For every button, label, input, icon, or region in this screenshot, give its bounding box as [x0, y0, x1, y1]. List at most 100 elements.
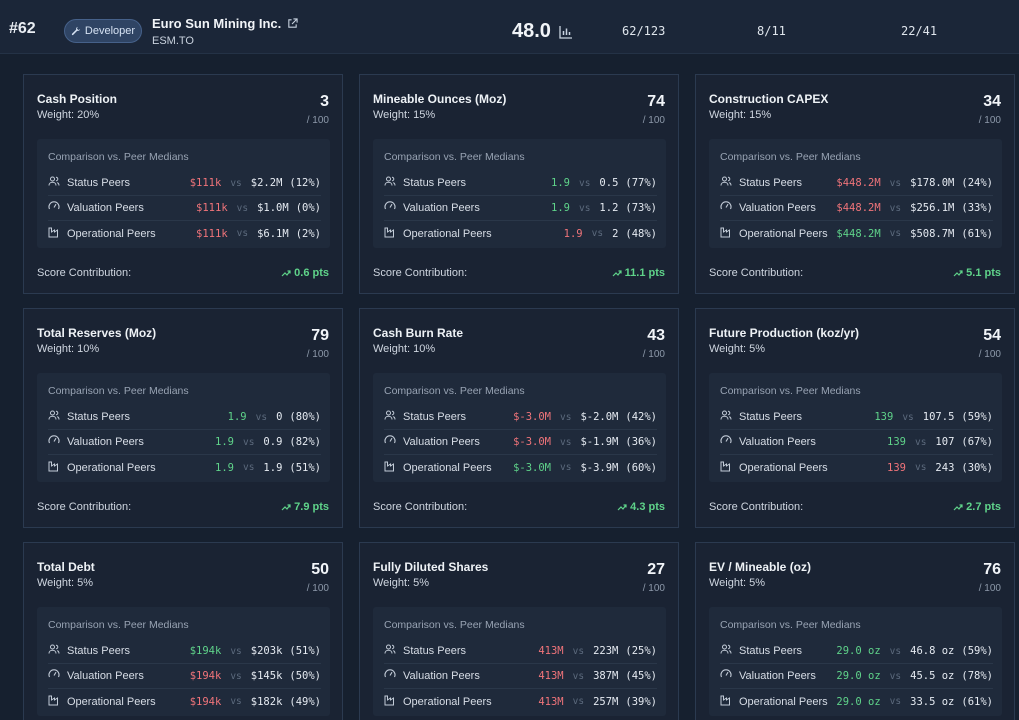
peer-median-value: 33.5 oz [910, 695, 955, 708]
peer-group-label: Status Peers [403, 645, 466, 657]
company-value: $194k [189, 670, 222, 682]
users-icon [720, 642, 739, 660]
percentile-value: (36%) [625, 436, 657, 448]
peer-row: Operational Peers 139 vs 243 (30%) [720, 455, 993, 480]
peer-median-value: $508.7M [910, 227, 955, 240]
metric-card[interactable]: Construction CAPEX Weight: 15% 34 / 100 … [695, 74, 1015, 294]
score-contribution-value: 11.1 pts [612, 267, 665, 279]
comparison-heading: Comparison vs. Peer Medians [48, 151, 189, 163]
factory-icon [384, 225, 403, 243]
score-contribution-value: 2.7 pts [953, 501, 1001, 513]
users-icon [384, 408, 403, 426]
peer-group-label: Status Peers [67, 177, 130, 189]
metric-weight: Weight: 5% [37, 577, 94, 589]
peer-median-value: 257M [593, 695, 619, 708]
peer-group-label: Valuation Peers [403, 670, 480, 682]
vs-label: vs [902, 411, 914, 423]
company-value: 1.9 [563, 227, 583, 240]
metric-score: 50 [311, 561, 329, 578]
comparison-heading: Comparison vs. Peer Medians [48, 385, 189, 397]
percentile-value: (51%) [289, 645, 321, 657]
trend-up-icon [281, 504, 291, 511]
company-value: $111k [196, 202, 228, 214]
metric-card[interactable]: Mineable Ounces (Moz) Weight: 15% 74 / 1… [359, 74, 679, 294]
score-contribution-label: Score Contribution: [373, 501, 468, 513]
peer-group-label: Status Peers [739, 177, 802, 189]
peer-row: Valuation Peers 1.9 vs 1.2 (73%) [384, 196, 657, 221]
factory-icon [48, 225, 67, 243]
percentile-value: (50%) [289, 670, 321, 682]
vs-label: vs [889, 645, 902, 657]
vs-label: vs [230, 177, 242, 189]
badge-label: Developer [84, 25, 136, 37]
comparison-heading: Comparison vs. Peer Medians [48, 619, 189, 631]
overall-score-value: 48.0 [512, 20, 551, 42]
vs-label: vs [560, 436, 572, 448]
peer-row: Valuation Peers 413M vs 387M (45%) [384, 664, 657, 689]
percentile-value: (59%) [961, 411, 993, 423]
metric-title: Cash Position [37, 92, 118, 106]
trend-up-icon [953, 504, 963, 511]
gauge-icon [384, 199, 403, 217]
peer-row: Status Peers 413M vs 223M (25%) [384, 639, 657, 664]
metric-card[interactable]: Cash Position Weight: 20% 3 / 100 Compar… [23, 74, 343, 294]
percentile-value: (49%) [289, 695, 321, 708]
score-contribution-value: 5.1 pts [953, 267, 1001, 279]
percentile-value: (77%) [625, 177, 657, 189]
peer-group-label: Valuation Peers [739, 670, 816, 682]
peer-median-value: 387M [593, 670, 619, 682]
percentile-value: (30%) [961, 461, 993, 474]
peer-group-label: Valuation Peers [67, 436, 144, 448]
metric-weight: Weight: 10% [37, 343, 100, 355]
vs-label: vs [572, 670, 585, 682]
metric-card[interactable]: Fully Diluted Shares Weight: 5% 27 / 100… [359, 542, 679, 720]
trend-up-icon [612, 270, 622, 277]
company-value: 413M [538, 695, 564, 708]
metric-title: EV / Mineable (oz) [709, 560, 812, 574]
peer-row: Operational Peers $-3.0M vs $-3.9M (60%) [384, 455, 657, 480]
peer-group-label: Operational Peers [739, 227, 828, 240]
comparison-heading: Comparison vs. Peer Medians [384, 619, 525, 631]
vs-label: vs [236, 202, 249, 214]
vs-label: vs [230, 670, 242, 682]
vs-label: vs [578, 202, 591, 214]
score-contribution-value: 7.9 pts [281, 501, 329, 513]
metric-card[interactable]: Cash Burn Rate Weight: 10% 43 / 100 Comp… [359, 308, 679, 528]
metric-card[interactable]: Total Debt Weight: 5% 50 / 100 Compariso… [23, 542, 343, 720]
metric-score: 54 [983, 327, 1001, 344]
metric-card[interactable]: Future Production (koz/yr) Weight: 5% 54… [695, 308, 1015, 528]
peer-median-value: $2.2M [250, 177, 283, 189]
overall-score: 48.0 [512, 20, 573, 43]
metric-score: 34 [983, 93, 1001, 110]
peer-group-label: Status Peers [739, 411, 802, 423]
percentile-value: (39%) [625, 695, 657, 708]
metric-score-max: / 100 [642, 583, 665, 594]
percentile-value: (42%) [625, 411, 657, 423]
percentile-value: (24%) [961, 177, 993, 189]
peer-group-label: Operational Peers [403, 461, 492, 474]
vs-label: vs [889, 177, 902, 189]
company-value: 1.9 [227, 411, 247, 423]
comparison-heading: Comparison vs. Peer Medians [384, 151, 525, 163]
peer-row: Valuation Peers $448.2M vs $256.1M (33%) [720, 196, 993, 221]
percentile-value: (80%) [289, 411, 321, 423]
bar-chart-icon[interactable] [559, 25, 573, 39]
metric-score: 74 [647, 93, 665, 110]
percentile-value: (51%) [289, 461, 321, 474]
peer-row: Status Peers $111k vs $2.2M (12%) [48, 171, 321, 196]
vs-label: vs [578, 177, 591, 189]
metric-card[interactable]: EV / Mineable (oz) Weight: 5% 76 / 100 C… [695, 542, 1015, 720]
trend-up-icon [617, 504, 627, 511]
peer-row: Valuation Peers 139 vs 107 (67%) [720, 430, 993, 455]
peer-median-value: $-1.9M [580, 436, 619, 448]
metric-card[interactable]: Total Reserves (Moz) Weight: 10% 79 / 10… [23, 308, 343, 528]
company-value: 413M [538, 670, 564, 682]
external-link-icon[interactable] [287, 18, 298, 29]
developer-badge[interactable]: Developer [64, 19, 142, 43]
company-value: 1.9 [551, 177, 570, 189]
peer-row: Valuation Peers 29.0 oz vs 45.5 oz (78%) [720, 664, 993, 689]
peer-row: Valuation Peers $111k vs $1.0M (0%) [48, 196, 321, 221]
peer-median-value: 45.5 oz [910, 670, 955, 682]
factory-icon [48, 459, 67, 477]
metric-title: Construction CAPEX [709, 92, 829, 106]
